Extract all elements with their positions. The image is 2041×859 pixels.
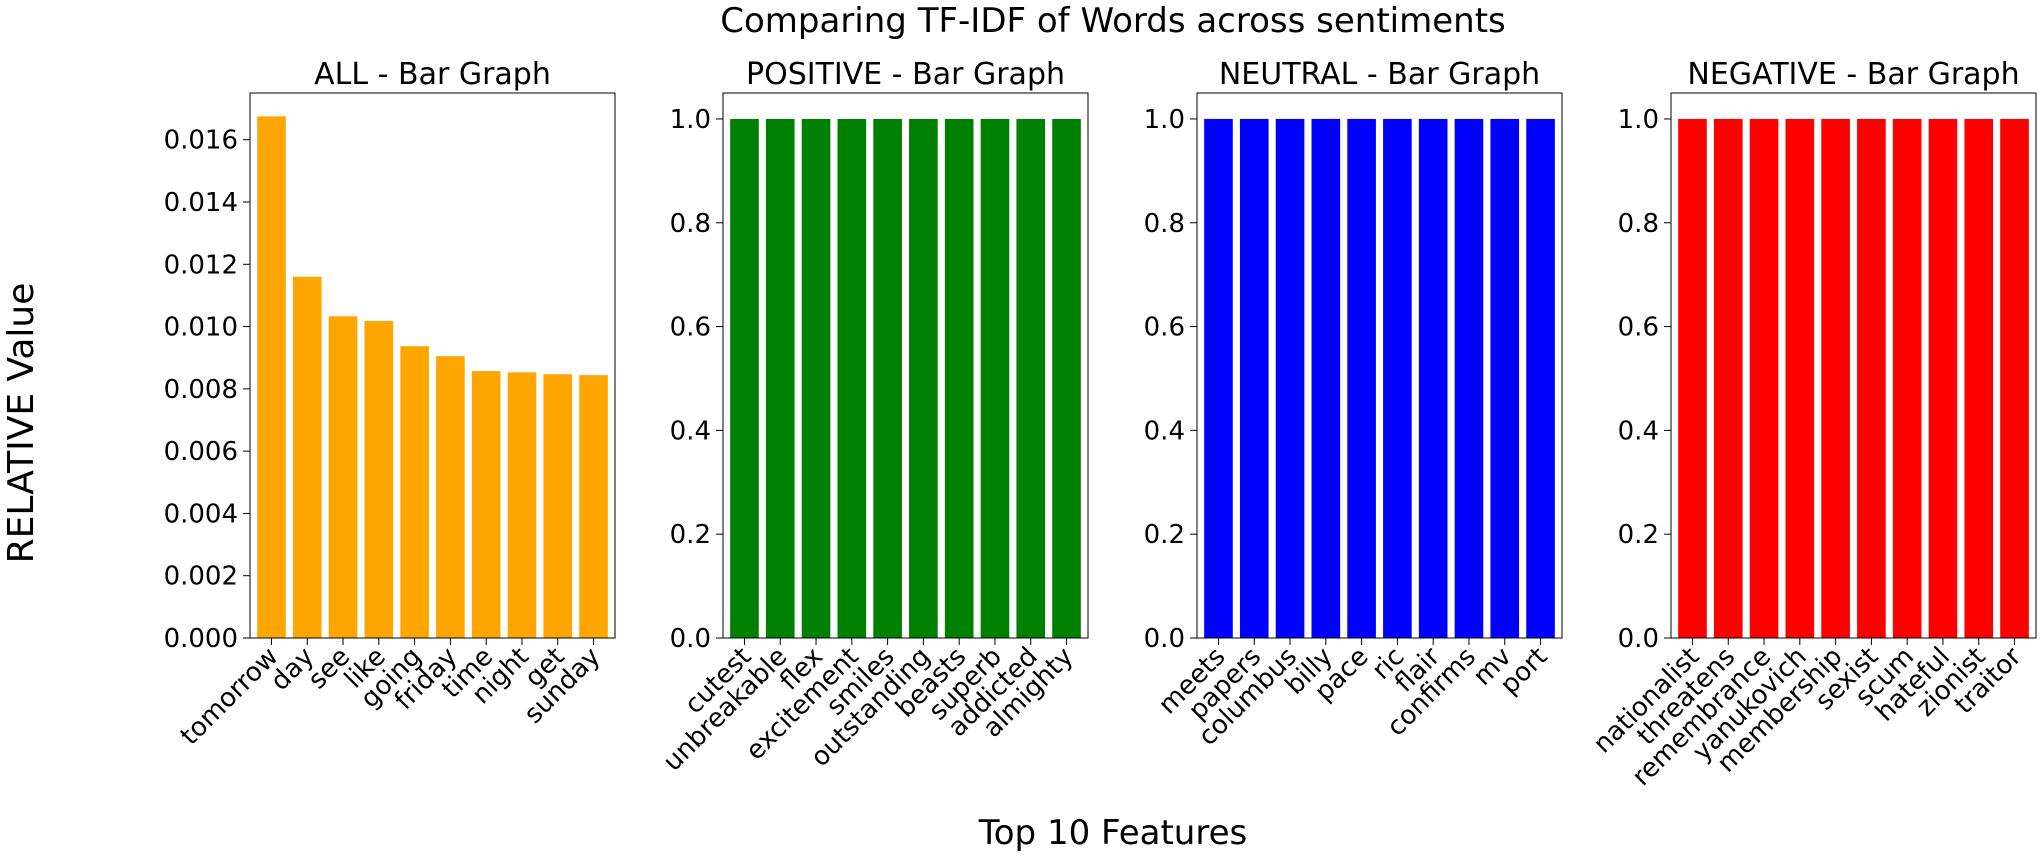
y-tick-label: 0.002 bbox=[164, 562, 238, 592]
y-tick-label: 0.6 bbox=[1618, 313, 1659, 343]
bar-confirms bbox=[1454, 118, 1484, 638]
figure-suptitle: Comparing TF-IDF of Words across sentime… bbox=[720, 1, 1506, 41]
bar-see bbox=[328, 316, 358, 638]
bar-excitement bbox=[837, 118, 867, 638]
bar-zionist bbox=[1964, 118, 1994, 638]
bar-port bbox=[1526, 118, 1555, 638]
bar-going bbox=[400, 346, 429, 638]
y-tick-label: 0.4 bbox=[1618, 416, 1659, 446]
bar-tomorrow bbox=[257, 116, 286, 639]
y-tick-label: 0.0 bbox=[670, 624, 711, 654]
y-tick-label: 0.016 bbox=[164, 126, 238, 156]
y-tick-label: 0.2 bbox=[1144, 520, 1185, 550]
y-tick-label: 0.0 bbox=[1144, 624, 1185, 654]
y-tick-label: 0.8 bbox=[1618, 209, 1659, 239]
bar-nationalist bbox=[1678, 118, 1707, 638]
bar-ric bbox=[1383, 118, 1412, 638]
chart-panel: POSITIVE - Bar Graph0.00.20.40.60.81.0cu… bbox=[658, 57, 1089, 777]
bar-almighty bbox=[1052, 118, 1081, 638]
y-tick-label: 0.010 bbox=[164, 313, 238, 343]
bar-time bbox=[471, 371, 501, 638]
axes-frame bbox=[1670, 92, 2037, 639]
y-tick-label: 0.014 bbox=[164, 188, 238, 218]
y-tick-label: 0.8 bbox=[670, 209, 711, 239]
bar-traitor bbox=[2000, 118, 2029, 638]
axes-frame bbox=[1196, 92, 1563, 639]
bar-unbreakable bbox=[765, 118, 795, 638]
chart-panel: NEUTRAL - Bar Graph0.00.20.40.60.81.0mee… bbox=[1144, 57, 1563, 752]
panel-title: NEUTRAL - Bar Graph bbox=[1219, 57, 1540, 92]
bar-sunday bbox=[579, 375, 608, 638]
bar-flair bbox=[1418, 118, 1448, 638]
bar-columbus bbox=[1275, 118, 1305, 638]
y-tick-label: 0.6 bbox=[670, 313, 711, 343]
axes-frame bbox=[249, 92, 616, 639]
y-tick-label: 0.2 bbox=[1618, 520, 1659, 550]
y-tick-label: 0.4 bbox=[670, 416, 711, 446]
bar-smiles bbox=[873, 118, 902, 638]
chart-panels: ALL - Bar Graph 0.000 0.002 0.004 0.006 0.008… bbox=[164, 57, 2037, 792]
figure-xlabel: Top 10 Features bbox=[978, 813, 1247, 853]
y-tick-label: 1.0 bbox=[1618, 105, 1659, 135]
panel-title: ALL - Bar Graph bbox=[314, 57, 551, 92]
bar-scum bbox=[1892, 118, 1922, 638]
bar-friday bbox=[436, 356, 465, 638]
y-tick-label: 0.004 bbox=[164, 499, 238, 529]
bar-meets bbox=[1204, 118, 1233, 638]
y-tick-label: 0.4 bbox=[1144, 416, 1185, 446]
bar-membership bbox=[1821, 118, 1850, 638]
bar-night bbox=[507, 372, 537, 638]
bar-addicted bbox=[1016, 118, 1046, 638]
y-tick-label: 0.006 bbox=[164, 437, 238, 467]
bar-beasts bbox=[944, 118, 974, 638]
chart-panel: NEGATIVE - Bar Graph0.00.20.40.60.81.0na… bbox=[1588, 57, 2037, 792]
bar-remembrance bbox=[1749, 118, 1779, 638]
bar-flex bbox=[801, 118, 831, 638]
y-tick-label: 0.012 bbox=[164, 250, 238, 280]
bar-pace bbox=[1347, 118, 1376, 638]
y-tick-label: 0.6 bbox=[1144, 313, 1185, 343]
bar-yanukovich bbox=[1785, 118, 1815, 638]
x-tick-label: tomorrow bbox=[175, 642, 285, 752]
y-tick-label: 1.0 bbox=[670, 105, 711, 135]
bar-papers bbox=[1239, 118, 1269, 638]
bar-day bbox=[292, 276, 322, 638]
panel-title: NEGATIVE - Bar Graph bbox=[1687, 57, 2019, 92]
y-tick-label: 0.000 bbox=[164, 624, 238, 654]
panel-title: POSITIVE - Bar Graph bbox=[746, 57, 1065, 92]
y-tick-label: 1.0 bbox=[1144, 105, 1185, 135]
bar-like bbox=[364, 320, 394, 638]
y-tick-label: 0.2 bbox=[670, 520, 711, 550]
bar-threatens bbox=[1713, 118, 1743, 638]
bar-billy bbox=[1311, 118, 1341, 638]
y-tick-label: 0.8 bbox=[1144, 209, 1185, 239]
bar-get bbox=[543, 374, 573, 638]
bar-cutest bbox=[730, 118, 759, 638]
y-tick-label: 0.008 bbox=[164, 375, 238, 405]
bar-outstanding bbox=[909, 118, 938, 638]
axes-frame bbox=[722, 92, 1089, 639]
figure-ylabel: RELATIVE Value bbox=[1, 283, 42, 564]
bar-mv bbox=[1490, 118, 1520, 638]
chart-panel: ALL - Bar Graph 0.000 0.002 0.004 0.006 0.008… bbox=[164, 57, 616, 752]
y-tick-label: 0.0 bbox=[1618, 624, 1659, 654]
bar-superb bbox=[980, 118, 1010, 638]
bar-hateful bbox=[1928, 118, 1958, 638]
bar-sexist bbox=[1857, 118, 1886, 638]
